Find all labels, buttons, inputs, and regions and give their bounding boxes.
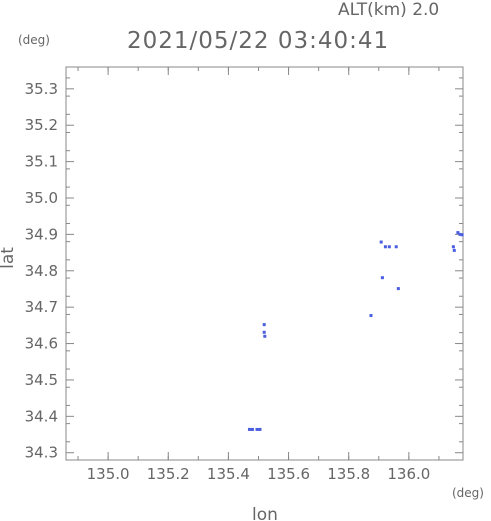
y-tick-label: 34.5 [25,371,58,389]
x-axis-label: lon [252,505,278,521]
data-point [458,232,462,236]
data-point [247,427,251,431]
y-tick-label: 34.6 [25,335,58,353]
x-tick-label: 136.0 [387,465,430,483]
y-tick-label: 35.1 [25,153,58,171]
altitude-label: ALT(km) 2.0 [338,0,439,20]
data-point [255,427,259,431]
data-point [451,245,455,249]
data-point [387,245,391,249]
x-tick-label: 135.6 [267,465,310,483]
tick-marks [66,67,463,461]
data-points [247,231,464,431]
x-tick-label: 135.8 [327,465,370,483]
y-tick-label: 34.4 [25,407,58,425]
x-unit-label: (deg) [452,486,484,500]
data-point [396,287,400,291]
y-tick-label: 34.8 [25,262,58,280]
y-tick-label: 35.3 [25,80,58,98]
data-point [456,231,460,235]
chart-title: 2021/05/22 03:40:41 [127,28,389,54]
x-tick-label: 135.4 [207,465,250,483]
y-tick-label: 34.3 [25,444,58,462]
y-tick-label: 35.0 [25,189,58,207]
data-point [452,248,456,252]
data-point [263,334,267,338]
plot-frame [65,66,464,461]
y-tick-label: 35.2 [25,116,58,134]
y-tick-label: 34.9 [25,225,58,243]
y-tick-labels: 34.3 34.4 34.5 34.6 34.7 34.8 34.9 35.0 35.1 35.2… [25,80,58,462]
y-unit-label: (deg) [18,33,50,47]
x-tick-label: 135.0 [87,465,130,483]
data-point [262,323,266,327]
data-point [394,245,398,249]
data-point [380,276,384,280]
data-point [379,240,383,244]
x-tick-label: 135.2 [147,465,190,483]
data-point [262,330,266,334]
data-point [369,314,373,318]
data-point [250,427,254,431]
y-tick-label: 34.7 [25,298,58,316]
x-tick-labels: 135.0 135.2 135.4 135.6 135.8 136.0 [87,465,431,483]
y-axis-label: lat [0,247,18,269]
data-point [383,245,387,249]
data-point [460,233,464,237]
data-point [258,427,262,431]
